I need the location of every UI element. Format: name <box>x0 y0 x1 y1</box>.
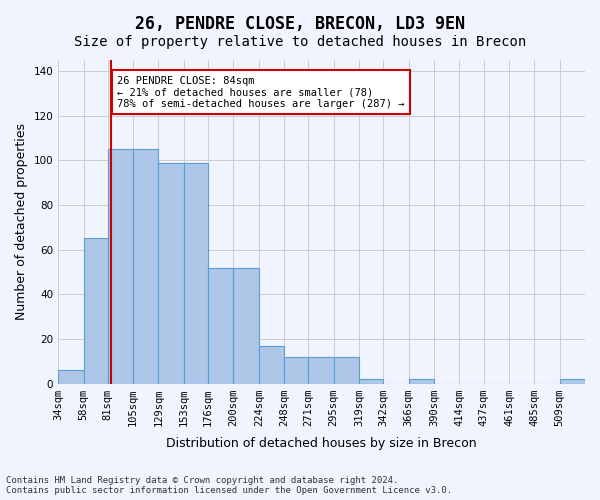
Y-axis label: Number of detached properties: Number of detached properties <box>15 124 28 320</box>
Bar <box>359 379 383 384</box>
Text: Size of property relative to detached houses in Brecon: Size of property relative to detached ho… <box>74 35 526 49</box>
Bar <box>184 162 208 384</box>
Bar <box>284 357 308 384</box>
Bar <box>308 357 334 384</box>
Bar <box>58 370 83 384</box>
Bar <box>133 149 158 384</box>
Bar <box>560 379 585 384</box>
Bar <box>233 268 259 384</box>
Text: Contains HM Land Registry data © Crown copyright and database right 2024.
Contai: Contains HM Land Registry data © Crown c… <box>6 476 452 495</box>
Bar <box>108 149 133 384</box>
Bar <box>334 357 359 384</box>
Bar <box>158 162 184 384</box>
Bar <box>409 379 434 384</box>
Bar <box>83 238 108 384</box>
Text: 26, PENDRE CLOSE, BRECON, LD3 9EN: 26, PENDRE CLOSE, BRECON, LD3 9EN <box>135 15 465 33</box>
Bar <box>259 346 284 384</box>
Bar <box>208 268 233 384</box>
X-axis label: Distribution of detached houses by size in Brecon: Distribution of detached houses by size … <box>166 437 477 450</box>
Text: 26 PENDRE CLOSE: 84sqm
← 21% of detached houses are smaller (78)
78% of semi-det: 26 PENDRE CLOSE: 84sqm ← 21% of detached… <box>117 76 405 109</box>
